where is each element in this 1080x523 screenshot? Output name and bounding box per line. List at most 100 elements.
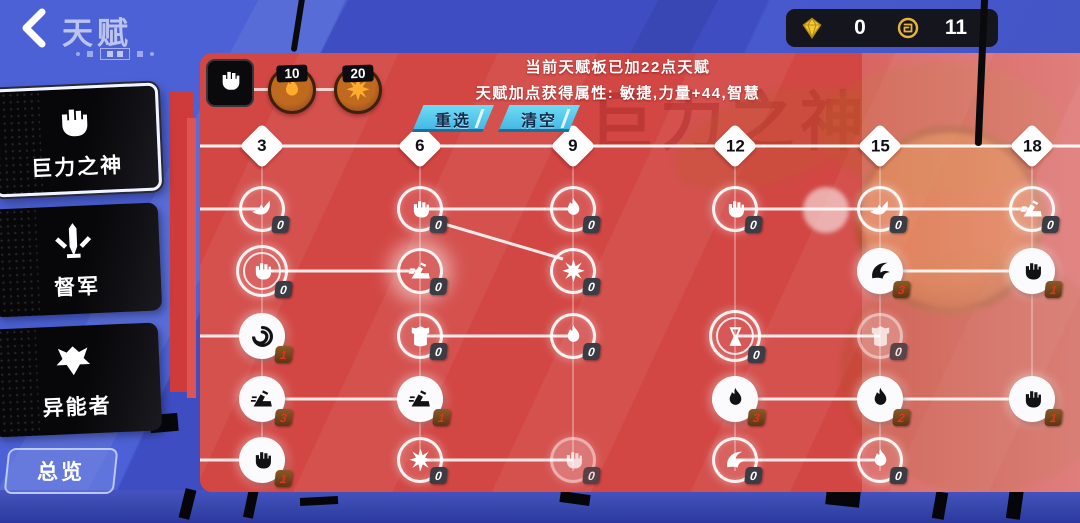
bottom-decor-strip <box>0 490 1080 523</box>
talent-node-col9-row3[interactable]: 0 <box>550 313 601 360</box>
sidebar-class-3[interactable]: 异能者 <box>0 322 163 438</box>
talent-node-col12-row1[interactable]: 0 <box>712 186 763 233</box>
clear-button[interactable]: 清空 <box>498 105 580 132</box>
talent-node-col6-row5[interactable]: 0 <box>397 437 448 484</box>
warlord-sword-crest-icon <box>48 218 102 268</box>
talent-node-col15-row1[interactable]: 0 <box>857 186 908 233</box>
burst-icon <box>346 77 370 101</box>
pager-dots <box>76 48 154 60</box>
points-badge: 2 <box>892 409 911 426</box>
points-badge: 0 <box>271 216 290 233</box>
points-badge: 0 <box>744 216 763 233</box>
talent-node-col18-row4[interactable]: 1 <box>1009 376 1063 426</box>
gauntlet-fist-icon <box>222 71 240 90</box>
speed-boot-icon <box>408 261 430 279</box>
talent-node-col9-row5[interactable]: 0 <box>550 437 601 484</box>
talent-node-col15-row2[interactable]: 3 <box>857 248 911 298</box>
node-inner-ring <box>243 252 281 290</box>
flame-icon <box>286 78 298 96</box>
flame-icon <box>567 197 579 215</box>
milestone-node-10[interactable]: 10 <box>268 64 316 114</box>
whip-claw-icon <box>726 451 745 468</box>
talent-node-col12-row3[interactable]: 0 <box>709 310 766 363</box>
points-badge: 1 <box>274 346 293 363</box>
talent-node-col3-row5[interactable]: 1 <box>239 437 293 487</box>
points-badge: 0 <box>274 281 293 298</box>
dive-bird-icon <box>251 200 270 215</box>
points-badge: 0 <box>889 216 908 233</box>
points-badge: 1 <box>274 470 293 487</box>
class-label: 督军 <box>53 274 101 300</box>
talent-connections <box>200 144 1080 471</box>
points-badge: 0 <box>582 467 601 484</box>
points-badge: 0 <box>429 278 448 295</box>
burst-icon <box>408 448 432 471</box>
diamond-icon <box>802 17 822 40</box>
speed-boot-icon <box>250 389 272 407</box>
overview-button[interactable]: 总览 <box>3 448 119 494</box>
talent-node-col6-row1[interactable]: 0 <box>397 186 448 233</box>
milestone-node-20[interactable]: 20 <box>334 64 382 114</box>
points-badge: 0 <box>889 343 908 360</box>
talent-node-col9-row1[interactable]: 0 <box>550 186 601 233</box>
points-badge: 0 <box>582 278 601 295</box>
points-badge: 0 <box>582 343 601 360</box>
points-badge: 3 <box>274 409 293 426</box>
points-badge: 0 <box>429 343 448 360</box>
talent-node-col3-row1[interactable]: 0 <box>239 186 290 233</box>
points-badge: 0 <box>1041 216 1060 233</box>
talent-node-col6-row2[interactable]: 0 <box>397 248 448 295</box>
talent-node-col6-row3[interactable]: 0 <box>397 313 448 360</box>
talent-node-col12-row4[interactable]: 3 <box>712 376 766 426</box>
talent-points-summary: 当前天赋板已加22点天赋 <box>525 59 711 76</box>
talent-node-col15-row3[interactable]: 0 <box>857 313 908 360</box>
currency-bar: 0 11 <box>786 9 998 47</box>
sidebar-class-2[interactable]: 督军 <box>0 202 163 318</box>
points-badge: 0 <box>744 467 763 484</box>
talent-node-col15-row5[interactable]: 0 <box>857 437 908 484</box>
board-class-icon <box>206 59 254 107</box>
talent-node-col15-row4[interactable]: 2 <box>857 376 911 426</box>
armor-icon <box>871 325 889 346</box>
talent-node-col9-row2[interactable]: 0 <box>550 248 601 295</box>
back-button[interactable] <box>14 6 56 50</box>
raised-fist-icon <box>1025 390 1041 407</box>
sidebar-class-1[interactable]: 巨力之神 <box>0 82 163 198</box>
dive-bird-icon <box>869 200 888 215</box>
talent-node-col18-row2[interactable]: 1 <box>1009 248 1063 298</box>
raised-fist-icon <box>255 451 271 468</box>
points-badge: 3 <box>747 409 766 426</box>
highlight-dot <box>803 187 849 233</box>
talent-attributes-summary: 天赋加点获得属性: 敏捷,力量+44,智慧 <box>475 85 761 102</box>
talent-node-col18-row1[interactable]: 0 <box>1009 186 1060 233</box>
talent-node-col12-row5[interactable]: 0 <box>712 437 763 484</box>
flame-icon <box>874 387 886 405</box>
chevron-left-icon <box>22 8 46 48</box>
points-badge: 0 <box>582 216 601 233</box>
flame-icon <box>729 387 741 405</box>
armor-icon <box>411 325 429 346</box>
diamond-count: 0 <box>854 16 866 39</box>
raised-fist-icon <box>413 200 429 217</box>
talent-node-col3-row3[interactable]: 1 <box>239 313 293 363</box>
grab-fist-icon <box>728 200 744 217</box>
reselect-button[interactable]: 重选 <box>412 105 494 132</box>
class-label: 巨力之神 <box>30 153 124 181</box>
speed-boot-icon <box>408 389 430 407</box>
node-inner-ring <box>716 317 754 355</box>
points-badge: 1 <box>1044 281 1063 298</box>
talent-node-col3-row4[interactable]: 3 <box>239 376 293 426</box>
flame-icon <box>567 324 579 342</box>
talent-node-col6-row4[interactable]: 1 <box>397 376 451 426</box>
raised-fist-icon <box>1025 262 1041 279</box>
talent-node-col3-row2[interactable]: 0 <box>236 245 293 298</box>
class-label: 异能者 <box>42 394 113 421</box>
milestone-label: 20 <box>342 64 374 83</box>
raised-fist-icon <box>566 451 582 468</box>
milestone-link <box>316 88 334 91</box>
points-badge: 0 <box>429 216 448 233</box>
points-badge: 0 <box>889 467 908 484</box>
coin-count: 11 <box>944 16 968 39</box>
esper-beast-head-icon <box>56 346 91 376</box>
